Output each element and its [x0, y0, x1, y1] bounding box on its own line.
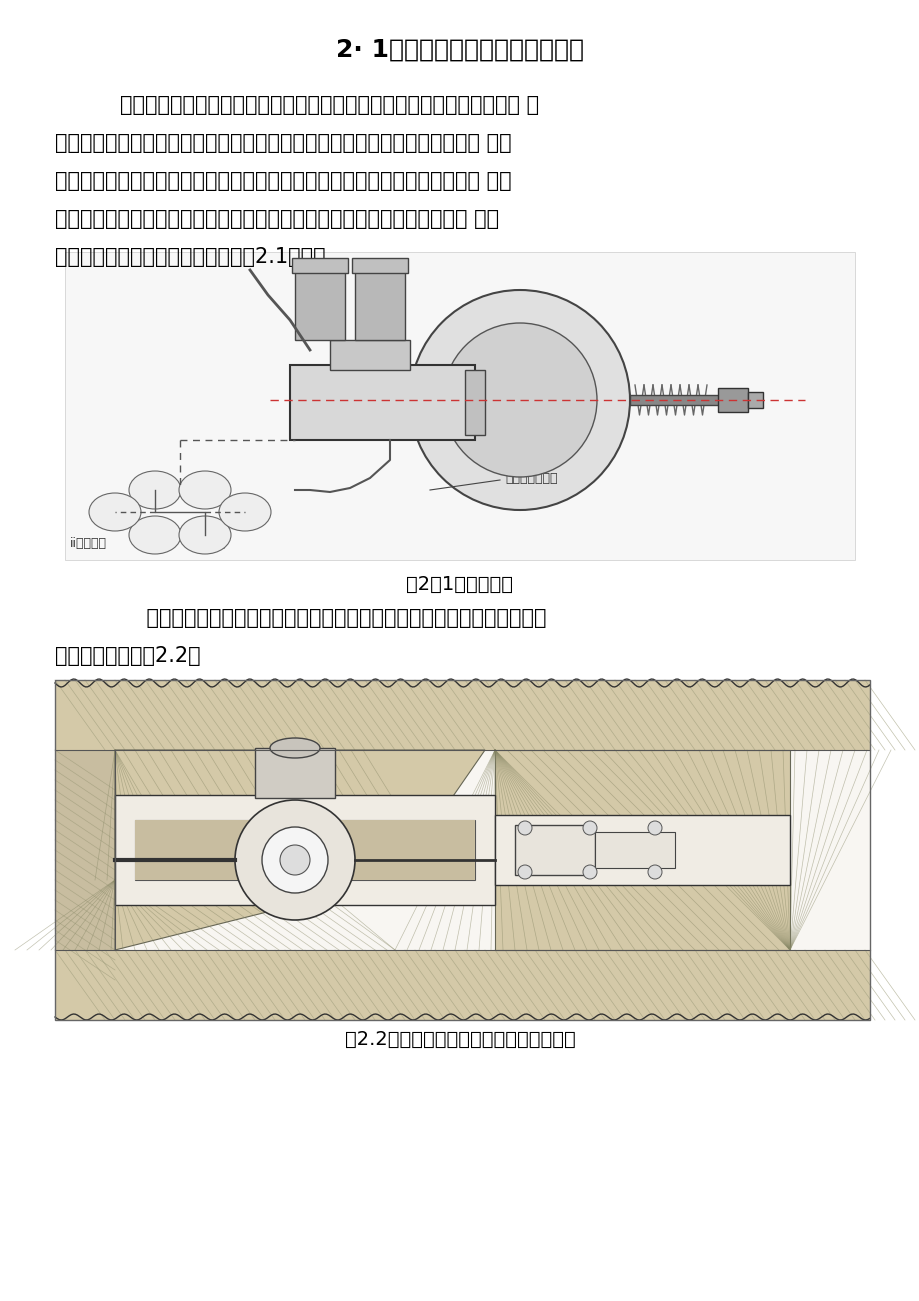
Text: 缸之间，利用辅助真空泵产生的真空或者发动机进气歧管真空，使真空腔和大 气腔: 缸之间，利用辅助真空泵产生的真空或者发动机进气歧管真空，使真空腔和大 气腔	[55, 133, 511, 154]
Bar	[747, 392, 762, 409]
Bar	[55, 680, 869, 1020]
Text: 后制动器: 后制动器	[195, 537, 225, 550]
Bar	[135, 820, 474, 879]
Text: 真空助力器是汽车制动系统中的重要部件，装在汽车制动踹板推杆和制动 主: 真空助力器是汽车制动系统中的重要部件，装在汽车制动踹板推杆和制动 主	[119, 95, 539, 114]
Bar	[630, 396, 720, 405]
Polygon shape	[494, 749, 789, 950]
Bar	[255, 748, 335, 798]
Circle shape	[279, 846, 310, 876]
Bar	[65, 252, 854, 559]
Text: 图2。1助力器简图: 图2。1助力器简图	[406, 575, 513, 595]
Text: 连发动机吸气口: 连发动机吸气口	[505, 472, 557, 485]
Ellipse shape	[179, 516, 231, 554]
Bar	[115, 795, 494, 905]
Bar	[494, 814, 789, 885]
Bar	[289, 366, 474, 440]
Bar	[330, 340, 410, 369]
Polygon shape	[115, 879, 394, 950]
Circle shape	[443, 323, 596, 477]
Ellipse shape	[179, 471, 231, 509]
Circle shape	[647, 821, 662, 835]
Bar	[595, 833, 675, 868]
Circle shape	[517, 821, 531, 835]
Circle shape	[410, 290, 630, 510]
Text: 力器的真空源一般是发动机的进气歧管，有一部分是安装了真空泵作为真空 源。: 力器的真空源一般是发动机的进气歧管，有一部分是安装了真空泵作为真空 源。	[55, 209, 499, 229]
Circle shape	[234, 800, 355, 920]
Bar	[55, 749, 115, 950]
Text: 2· 1真空助力器的结构和工作原理: 2· 1真空助力器的结构和工作原理	[335, 38, 584, 62]
Ellipse shape	[129, 516, 181, 554]
Ellipse shape	[219, 493, 271, 531]
Bar	[717, 388, 747, 412]
Bar	[355, 271, 404, 340]
Bar	[135, 820, 474, 850]
Circle shape	[583, 821, 596, 835]
Circle shape	[262, 827, 328, 892]
Text: ii？制动器: ii？制动器	[70, 537, 107, 550]
Polygon shape	[115, 749, 484, 879]
Text: 阀部分的结构如图2.2：: 阀部分的结构如图2.2：	[55, 647, 200, 666]
Bar	[464, 369, 484, 435]
Text: 产生压力差，从而产生伺服力，减轻司机制动时的脚踩力，缩短制动距离。真 空助: 产生压力差，从而产生伺服力，减轻司机制动时的脚踩力，缩短制动距离。真 空助	[55, 170, 511, 191]
Ellipse shape	[89, 493, 141, 531]
Bar	[135, 850, 474, 879]
Bar	[291, 258, 347, 273]
Bar	[352, 258, 407, 273]
PathPatch shape	[55, 680, 869, 749]
Bar	[515, 825, 595, 876]
Circle shape	[647, 865, 662, 879]
Text: 对于单膜片和双膜片真空助力器的控制阀部分的工作原理是相同的。控制: 对于单膜片和双膜片真空助力器的控制阀部分的工作原理是相同的。控制	[119, 608, 546, 628]
Text: 图2.2　真空助力器控制阀部分的结构简图: 图2.2 真空助力器控制阀部分的结构简图	[345, 1030, 574, 1049]
Bar	[55, 950, 869, 1020]
Bar	[55, 680, 869, 1020]
Circle shape	[583, 865, 596, 879]
Ellipse shape	[269, 738, 320, 758]
Circle shape	[517, 865, 531, 879]
Ellipse shape	[129, 471, 181, 509]
Text: 在制动系统中，真空助力器简图如图2.1所示：: 在制动系统中，真空助力器简图如图2.1所示：	[55, 247, 325, 267]
Bar	[295, 271, 345, 340]
